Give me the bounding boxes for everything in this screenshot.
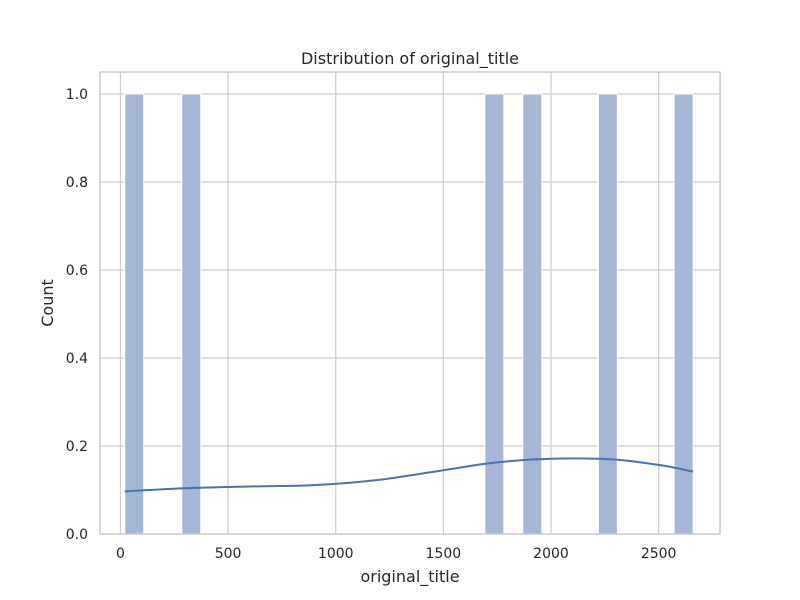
x-tick-label-1: 500 <box>215 546 242 562</box>
bars-layer <box>124 93 694 535</box>
x-tick-label-3: 1500 <box>426 546 462 562</box>
y-tick-labels: 0.0 0.2 0.4 0.6 0.8 1.0 <box>66 87 88 543</box>
x-axis-title: original_title <box>360 567 459 587</box>
x-tick-labels: 0 500 1000 1500 2000 2500 <box>116 546 676 562</box>
y-axis-title: Count <box>38 279 57 327</box>
histogram-bar-0 <box>124 93 145 535</box>
x-tick-label-5: 2500 <box>641 546 677 562</box>
kde-line <box>124 457 694 493</box>
histogram-bar-2 <box>484 93 505 535</box>
y-tick-label-1: 0.2 <box>66 439 88 455</box>
y-tick-label-3: 0.6 <box>66 263 88 279</box>
chart-title: Distribution of original_title <box>301 49 519 69</box>
histogram-bar-1 <box>181 93 202 535</box>
y-tick-label-0: 0.0 <box>66 527 88 543</box>
histogram-bar-4 <box>597 93 618 535</box>
y-tick-label-5: 1.0 <box>66 87 88 103</box>
kde-layer <box>124 457 694 493</box>
axes-frame <box>99 71 721 535</box>
x-tick-label-4: 2000 <box>533 546 569 562</box>
x-tick-label-0: 0 <box>116 546 125 562</box>
y-tick-label-2: 0.4 <box>66 351 88 367</box>
histogram-bar-3 <box>522 93 543 535</box>
y-tick-label-4: 0.8 <box>66 175 88 191</box>
x-tick-label-2: 1000 <box>318 546 354 562</box>
